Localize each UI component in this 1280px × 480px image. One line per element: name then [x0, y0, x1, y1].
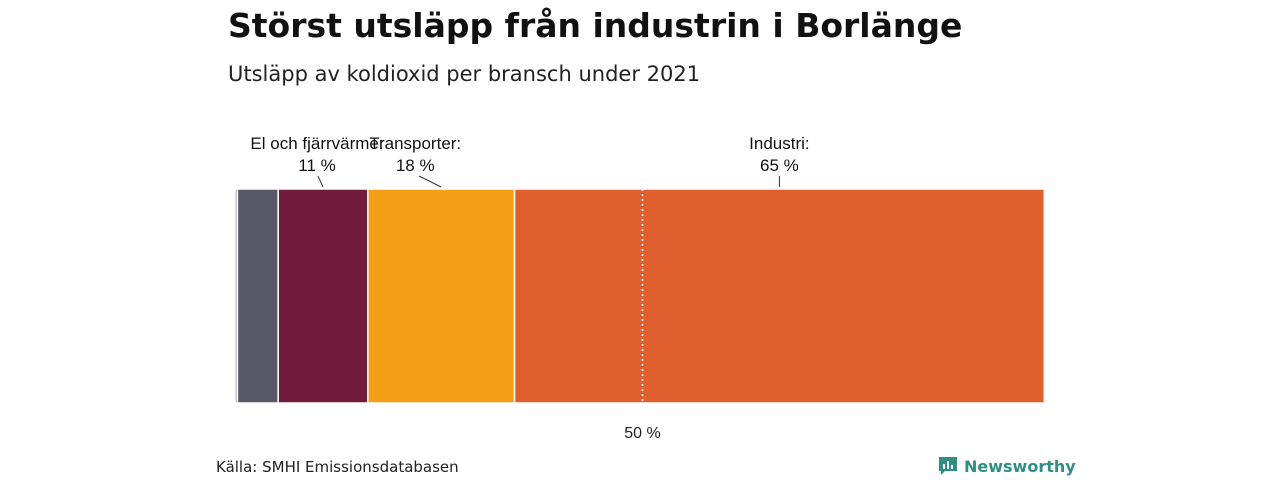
segment-value-label-4: 65 % — [760, 156, 799, 175]
segment-name-label-4: Industri: — [749, 134, 809, 153]
bar-segment-3 — [367, 188, 516, 404]
source-note: Källa: SMHI Emissionsdatabasen — [216, 458, 459, 476]
brand-logo: Newsworthy — [938, 456, 1076, 476]
bar-segment-1 — [236, 188, 279, 404]
segment-value-label-3: 18 % — [396, 156, 435, 175]
newsworthy-icon — [939, 457, 957, 475]
bar-segment-2 — [277, 188, 369, 404]
reference-line-label: 50 % — [624, 425, 660, 442]
segment-name-label-2: El och fjärrvärme: — [250, 134, 383, 153]
segment-leader-line-3 — [418, 175, 442, 188]
chart-title: Störst utsläpp från industrin i Borlänge — [228, 6, 963, 45]
segment-leader-line-2 — [317, 175, 324, 188]
bar-segment-4 — [513, 188, 1046, 404]
segment-name-label-3: Transporter: — [369, 134, 461, 153]
chart-subtitle: Utsläpp av koldioxid per bransch under 2… — [228, 62, 701, 86]
stacked-bar-chart: 50 % El och fjärrvärme: 11 % Transporter: 18… — [234, 134, 1046, 442]
brand-name: Newsworthy — [964, 456, 1076, 476]
segment-value-label-2: 11 % — [298, 156, 336, 175]
